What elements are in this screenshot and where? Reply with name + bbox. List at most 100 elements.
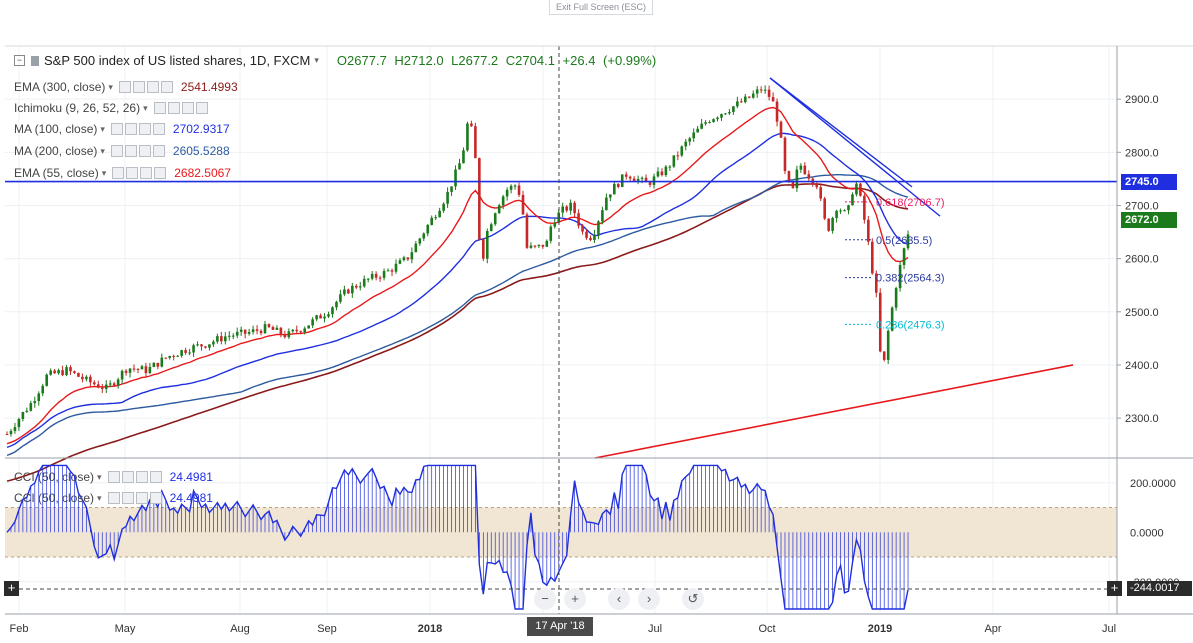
ohlc-values: O2677.7 H2712.0 L2677.2 C2704.1 +26.4 (+… xyxy=(336,53,657,68)
settings-icon[interactable] xyxy=(167,102,180,114)
candle-body xyxy=(573,202,576,214)
eye-icon[interactable] xyxy=(110,123,123,135)
candle-body xyxy=(664,166,668,176)
chevron-down-icon[interactable]: ▾ xyxy=(143,102,148,113)
close-icon[interactable] xyxy=(160,81,173,93)
candle-body xyxy=(668,166,672,168)
scroll-left-button[interactable]: ‹ xyxy=(608,588,630,610)
eye-icon[interactable] xyxy=(107,492,120,504)
chart-text: 2300.0 2400.0 2500.0 2600.0 2700.0 2800.0 2900… xyxy=(10,94,1180,635)
add-left-plus-icon[interactable]: + xyxy=(4,581,19,596)
eye-icon[interactable] xyxy=(153,102,166,114)
cci-series xyxy=(6,464,909,610)
chart-title-row: − S&P 500 index of US listed shares, 1D,… xyxy=(14,53,656,68)
chevron-down-icon[interactable]: ▾ xyxy=(108,81,113,92)
close-icon[interactable] xyxy=(195,102,208,114)
chevron-down-icon[interactable]: ▾ xyxy=(100,123,105,134)
settings-icon[interactable] xyxy=(121,471,134,483)
add-icon[interactable] xyxy=(146,81,159,93)
legend-row[interactable]: EMA (300, close) ▾ 2541.4993 xyxy=(14,78,238,96)
candle-body xyxy=(886,330,890,360)
candle-body xyxy=(517,185,521,195)
candle-body xyxy=(601,210,604,222)
close-icon[interactable] xyxy=(149,492,162,504)
eye-icon[interactable] xyxy=(112,167,125,179)
candle-body xyxy=(124,370,128,373)
candle-body xyxy=(180,350,183,356)
add-icon[interactable] xyxy=(140,167,153,179)
close-icon[interactable] xyxy=(154,167,167,179)
collapse-icon[interactable]: − xyxy=(14,55,25,66)
candle-body xyxy=(283,334,287,338)
candle-body xyxy=(279,327,283,335)
candle-body xyxy=(632,178,636,181)
cci-legend-row[interactable]: CCI (50, close) ▾ 24.4981 xyxy=(14,468,213,486)
candle-body xyxy=(747,96,751,98)
cci-legend-row[interactable]: CCI (50, close) ▾ 24.4981 xyxy=(14,489,213,507)
add-icon[interactable] xyxy=(138,145,151,157)
candle-body xyxy=(394,263,398,272)
candle-body xyxy=(386,270,390,272)
add-icon[interactable] xyxy=(181,102,194,114)
candle-body xyxy=(57,370,60,374)
add-icon[interactable] xyxy=(135,492,148,504)
fib-label: 0.5(2635.5) xyxy=(876,235,932,247)
chevron-down-icon[interactable]: ▾ xyxy=(97,471,102,482)
legend-row[interactable]: EMA (55, close) ▾ 2682.5067 xyxy=(14,164,231,182)
settings-icon[interactable] xyxy=(124,123,137,135)
trendline-support xyxy=(594,364,1074,459)
zoom-in-button[interactable]: + xyxy=(564,588,586,610)
add-right-plus-icon[interactable]: + xyxy=(1107,581,1122,596)
settings-icon[interactable] xyxy=(126,167,139,179)
eye-icon[interactable] xyxy=(110,145,123,157)
zoom-out-button[interactable]: − xyxy=(534,588,556,610)
close-icon[interactable] xyxy=(152,123,165,135)
candle-body xyxy=(767,89,771,97)
indicator-name: CCI (50, close) xyxy=(14,470,95,484)
close-icon[interactable] xyxy=(149,471,162,483)
chevron-down-icon[interactable]: ▾ xyxy=(101,167,107,178)
candle-body xyxy=(787,171,791,183)
candle-body xyxy=(529,245,533,248)
candle-body xyxy=(525,214,529,248)
legend-row[interactable]: MA (200, close) ▾ 2605.5288 xyxy=(14,142,230,160)
settings-icon[interactable] xyxy=(121,492,134,504)
chevron-down-icon[interactable]: ▾ xyxy=(97,492,102,503)
candle-body xyxy=(871,241,874,274)
legend-row[interactable]: Ichimoku (9, 26, 52, 26) ▾ xyxy=(14,99,210,117)
add-icon[interactable] xyxy=(138,123,151,135)
reset-icon[interactable]: ↺ xyxy=(682,588,704,610)
candle-body xyxy=(458,163,461,170)
candle-body xyxy=(874,273,878,293)
candle-body xyxy=(315,315,318,320)
close-icon[interactable] xyxy=(152,145,165,157)
indicator-value: 24.4981 xyxy=(169,491,213,505)
candle-body xyxy=(216,336,219,342)
candle-body xyxy=(414,243,418,253)
add-icon[interactable] xyxy=(135,471,148,483)
candle-body xyxy=(243,329,247,334)
candle-body xyxy=(212,341,215,345)
eye-icon[interactable] xyxy=(118,81,131,93)
candle-body xyxy=(755,89,759,94)
x-tick-label: Aug xyxy=(230,623,250,635)
legend-row[interactable]: MA (100, close) ▾ 2702.9317 xyxy=(14,120,230,138)
chevron-down-icon[interactable]: ▾ xyxy=(100,145,105,156)
fib-label: 0.618(2706.7) xyxy=(876,197,945,209)
settings-icon[interactable] xyxy=(124,145,137,157)
candle-body xyxy=(831,218,834,231)
settings-icon[interactable] xyxy=(132,81,145,93)
candle-body xyxy=(37,393,41,402)
candle-body xyxy=(680,146,684,156)
x-tick-label: Sep xyxy=(317,623,337,635)
eye-icon[interactable] xyxy=(107,471,120,483)
candle-body xyxy=(620,174,624,187)
candle-body xyxy=(343,289,346,295)
drawings: 0.618(2706.7) 0.5(2635.5) 0.382(2564.3) 0.2… xyxy=(5,46,1117,614)
candle-body xyxy=(65,367,68,376)
indicator-lines xyxy=(6,106,909,482)
scroll-right-button[interactable]: › xyxy=(638,588,660,610)
exit-fullscreen-button[interactable]: Exit Full Screen (ESC) xyxy=(549,0,653,15)
chevron-down-icon[interactable]: ▾ xyxy=(314,55,319,65)
